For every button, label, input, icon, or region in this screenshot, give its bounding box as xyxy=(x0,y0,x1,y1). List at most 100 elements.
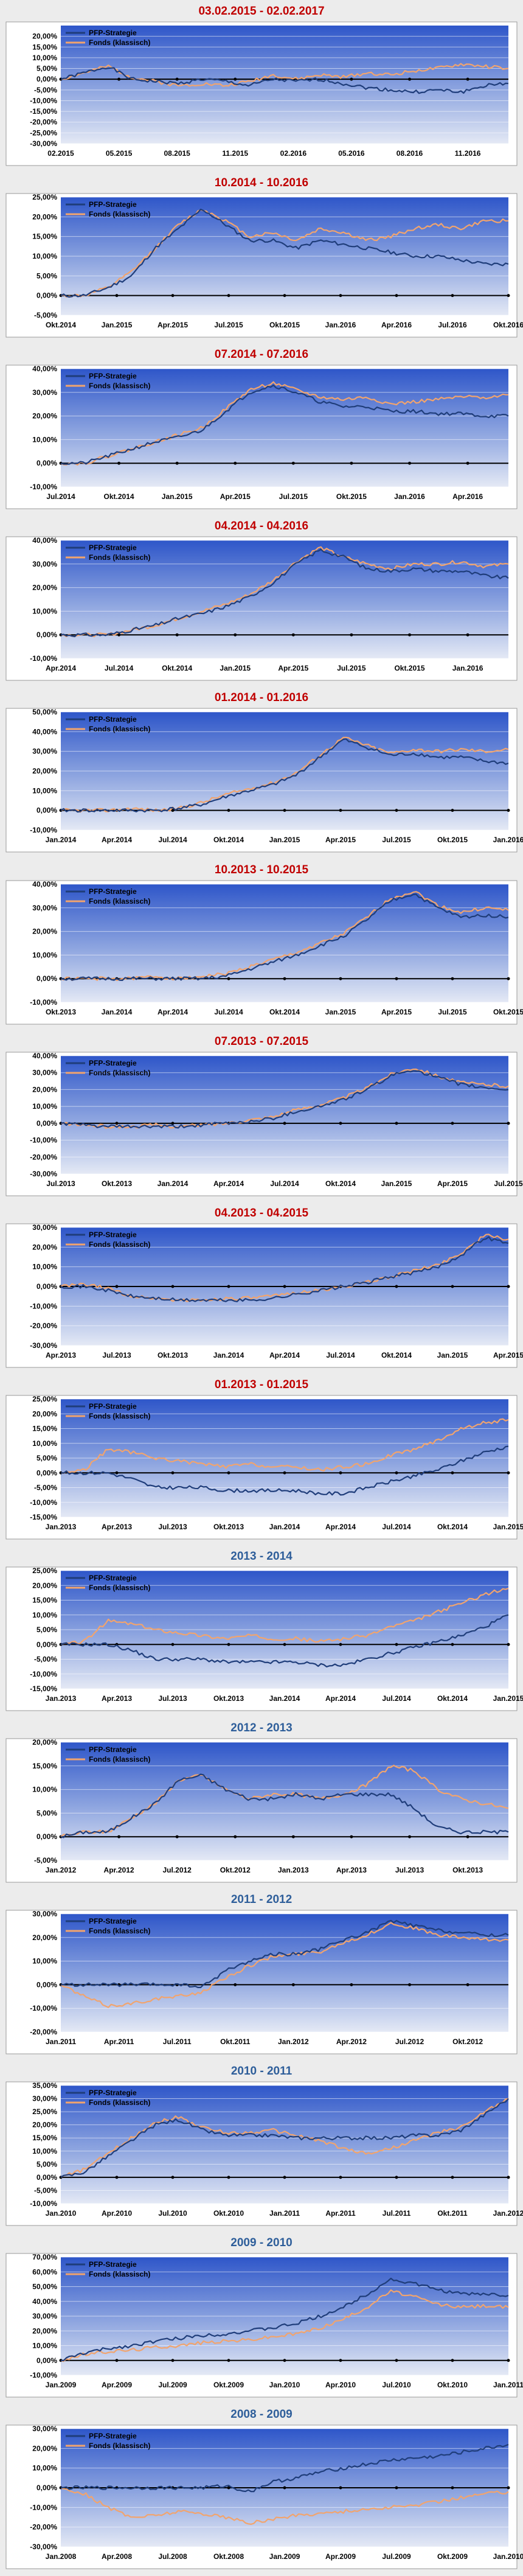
x-tick-mark xyxy=(175,461,179,465)
y-tick-label: 5,00% xyxy=(36,2160,57,2169)
chart-panel: 2011 - 2012 -20,00% -10,00% 0,00% 10,00% 20,0… xyxy=(0,1888,523,2060)
x-tick-mark xyxy=(350,1835,353,1838)
chart-panel: 2012 - 2013 -5,00% 0,00% 5,00% 10,00% 15,00% 2… xyxy=(0,1717,523,1888)
x-tick-label: Okt.2015 xyxy=(493,1008,523,1016)
y-tick-label: 10,00% xyxy=(32,2147,57,2155)
y-tick-label: -20,00% xyxy=(30,1321,57,1330)
x-tick-label: Jan.2014 xyxy=(213,1351,244,1360)
x-tick-label: Apr.2012 xyxy=(104,1866,134,1874)
y-tick-label: 30,00% xyxy=(32,747,57,756)
series-line-fonds xyxy=(60,2487,509,2525)
series-line-fonds xyxy=(60,1418,509,1474)
x-tick-mark xyxy=(283,1642,286,1646)
chart-title: 2011 - 2012 xyxy=(230,1893,293,1907)
x-tick-mark xyxy=(395,2486,398,2490)
x-tick-label: Apr.2016 xyxy=(381,321,412,329)
y-tick-label: 15,00% xyxy=(32,2134,57,2142)
y-tick-label: 40,00% xyxy=(32,880,57,888)
x-tick-mark xyxy=(339,294,342,298)
x-tick-mark xyxy=(115,2176,119,2179)
x-tick-label: Jan.2016 xyxy=(325,321,356,329)
y-tick-label: 20,00% xyxy=(32,1933,57,1942)
x-tick-mark xyxy=(283,977,286,980)
x-tick-label: Okt.2013 xyxy=(158,1351,188,1360)
legend-label: Fonds (klassisch) xyxy=(89,210,150,218)
x-tick-mark xyxy=(466,461,469,465)
x-tick-label: Jan.2008 xyxy=(46,2552,77,2561)
x-tick-mark xyxy=(115,294,119,298)
x-tick-mark xyxy=(227,1642,230,1646)
legend-label: Fonds (klassisch) xyxy=(89,1755,150,1764)
y-tick-label: 35,00% xyxy=(32,2081,57,2090)
x-tick-mark xyxy=(339,2486,342,2490)
x-tick-mark xyxy=(234,77,237,81)
y-tick-label: 10,00% xyxy=(32,951,57,959)
y-tick-label: 15,00% xyxy=(32,1424,57,1433)
x-tick-mark xyxy=(395,977,398,980)
x-tick-mark xyxy=(117,461,121,465)
y-tick-label: 10,00% xyxy=(32,436,57,444)
x-tick-label: Jan.2015 xyxy=(437,1351,468,1360)
series-line-strategie xyxy=(60,2098,509,2178)
y-tick-label: 40,00% xyxy=(32,728,57,736)
x-tick-mark xyxy=(507,1642,510,1646)
x-tick-mark xyxy=(171,1285,175,1288)
x-tick-label: Okt.2011 xyxy=(220,2037,251,2046)
x-tick-label: 02.2015 xyxy=(47,149,74,158)
x-tick-mark xyxy=(466,1835,469,1838)
y-tick-label: 30,00% xyxy=(32,1910,57,1918)
x-tick-label: Okt.2012 xyxy=(220,1866,251,1874)
line-chart: -15,00% -10,00% -5,00% 0,00% 5,00% 10,00% 15,0… xyxy=(5,1566,523,1711)
x-tick-label: Okt.2014 xyxy=(213,836,244,844)
legend-label: Fonds (klassisch) xyxy=(89,1583,150,1592)
x-tick-label: Jan.2011 xyxy=(493,2381,523,2389)
series-line-strategie xyxy=(60,1070,509,1129)
x-tick-label: Jan.2016 xyxy=(452,664,483,672)
legend-label: PFP-Strategie xyxy=(89,1574,137,1582)
y-tick-label: 0,00% xyxy=(36,1640,57,1649)
series-line-strategie xyxy=(60,548,509,638)
y-tick-label: -10,00% xyxy=(30,654,57,663)
x-tick-mark xyxy=(234,1835,237,1838)
x-tick-label: Okt.2014 xyxy=(437,1523,468,1531)
x-tick-mark xyxy=(395,1471,398,1475)
line-chart: -10,00% 0,00% 10,00% 20,00% 30,00% 40,00% 50,0… xyxy=(5,2253,523,2398)
x-tick-mark xyxy=(395,2359,398,2362)
chart-panel: 2008 - 2009 -30,00% -20,00% -10,00% 0,00% 10,… xyxy=(0,2403,523,2575)
x-tick-label: Apr.2008 xyxy=(102,2552,132,2561)
series-line-strategie xyxy=(60,893,509,981)
y-tick-label: 20,00% xyxy=(32,584,57,592)
legend-label: PFP-Strategie xyxy=(89,372,137,380)
x-tick-mark xyxy=(117,633,121,637)
chart-panel: 2013 - 2014 -15,00% -10,00% -5,00% 0,00% 5,00… xyxy=(0,1545,523,1717)
y-tick-label: 60,00% xyxy=(32,2268,57,2277)
x-tick-label: Jul.2014 xyxy=(46,492,75,501)
y-tick-label: 20,00% xyxy=(32,2327,57,2336)
x-tick-label: Jan.2009 xyxy=(269,2552,300,2561)
x-tick-label: Apr.2013 xyxy=(46,1351,76,1360)
y-tick-label: -30,00% xyxy=(30,1341,57,1350)
x-tick-mark xyxy=(117,1835,121,1838)
legend-label: PFP-Strategie xyxy=(89,1402,137,1411)
chart-title: 2008 - 2009 xyxy=(230,2408,293,2421)
x-tick-label: Apr.2014 xyxy=(46,664,76,672)
x-tick-mark xyxy=(451,1471,454,1475)
x-tick-label: Apr.2015 xyxy=(381,1008,412,1016)
chart-title: 03.02.2015 - 02.02.2017 xyxy=(198,5,325,18)
x-tick-label: Apr.2009 xyxy=(325,2552,356,2561)
x-tick-label: Okt.2014 xyxy=(104,492,134,501)
x-tick-label: Jul.2014 xyxy=(382,1523,411,1531)
y-tick-label: 20,00% xyxy=(32,2121,57,2129)
legend-label: PFP-Strategie xyxy=(89,715,137,724)
line-chart: -30,00% -20,00% -10,00% 0,00% 10,00% 20,00% 30… xyxy=(5,1052,523,1196)
x-tick-label: Jul.2014 xyxy=(158,836,187,844)
y-tick-label: 50,00% xyxy=(32,708,57,716)
series-line-strategie xyxy=(60,2278,509,2362)
x-tick-mark xyxy=(291,633,295,637)
legend-label: PFP-Strategie xyxy=(89,200,137,209)
x-tick-label: Jan.2015 xyxy=(325,1008,356,1016)
y-tick-label: -20,00% xyxy=(30,118,57,127)
x-tick-mark xyxy=(175,1835,179,1838)
y-tick-label: -10,00% xyxy=(30,1498,57,1507)
x-tick-mark xyxy=(227,2359,230,2362)
